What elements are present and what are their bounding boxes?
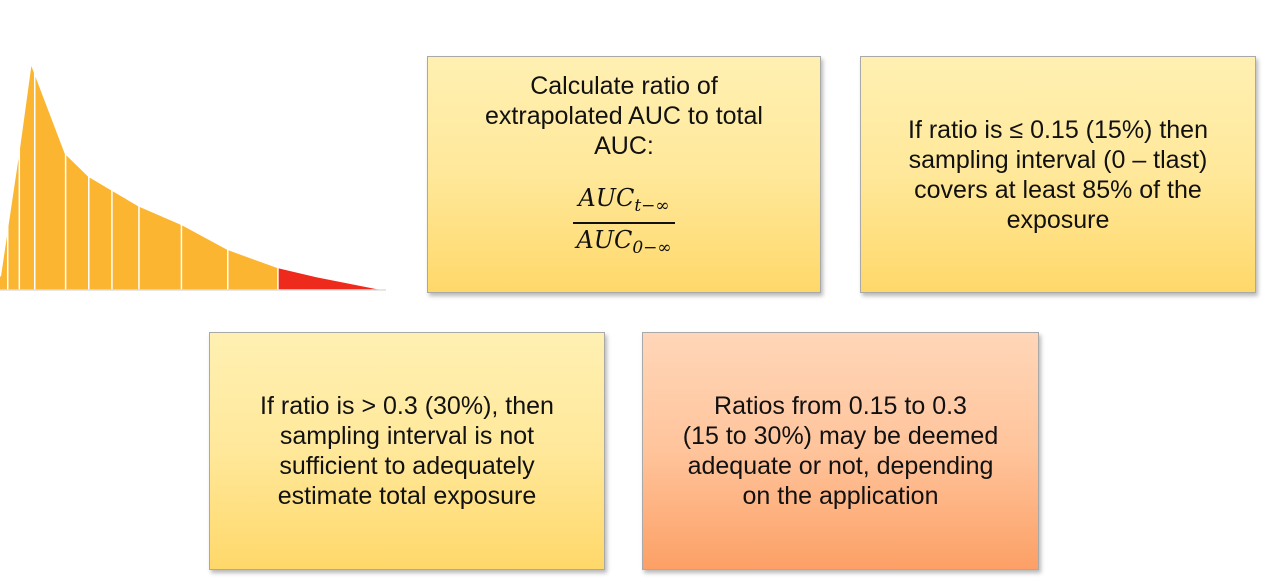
mid-line-2: (15 to 30%) may be deemed bbox=[682, 422, 999, 450]
ok-line-2: sampling interval (0 – tlast) bbox=[908, 145, 1208, 174]
curve-outline bbox=[0, 61, 387, 291]
auc-ratio-formula: AUCt−∞ AUC0−∞ bbox=[573, 183, 675, 263]
mid-line-3: adequate or not, depending bbox=[687, 452, 994, 480]
ok-line-1: If ratio is ≤ 0.15 (15%) then bbox=[908, 115, 1208, 144]
calc-line-1: Calculate ratio of bbox=[530, 72, 718, 100]
denominator-symbol: AUC bbox=[576, 225, 633, 254]
formula-numerator: AUCt−∞ bbox=[576, 183, 671, 221]
calc-line-2: extrapolated AUC to total bbox=[485, 102, 763, 130]
denominator-subscript: 0−∞ bbox=[632, 237, 672, 258]
observed-auc-area bbox=[0, 62, 278, 290]
adequate-coverage-box: If ratio is ≤ 0.15 (15%) then sampling i… bbox=[860, 56, 1256, 293]
intermediate-ratio-box: Ratios from 0.15 to 0.3 (15 to 30%) may … bbox=[642, 332, 1039, 570]
ok-line-3: covers at least 85% of the bbox=[914, 175, 1202, 204]
ok-line-4: exposure bbox=[1006, 205, 1110, 234]
insufficient-sampling-box: If ratio is > 0.3 (30%), then sampling i… bbox=[209, 332, 605, 570]
calculate-ratio-box: Calculate ratio of extrapolated AUC to t… bbox=[427, 56, 821, 293]
formula-denominator: AUC0−∞ bbox=[574, 225, 673, 263]
concentration-time-curve bbox=[0, 61, 387, 291]
bad-line-2: sampling interval is not bbox=[279, 422, 535, 450]
calc-line-3: AUC: bbox=[594, 132, 654, 160]
mid-line-4: on the application bbox=[742, 482, 939, 510]
bad-line-3: sufficient to adequately bbox=[279, 452, 535, 480]
numerator-symbol: AUC bbox=[578, 184, 635, 212]
mid-line-1: Ratios from 0.15 to 0.3 bbox=[714, 392, 967, 420]
extrapolated-auc-area bbox=[277, 267, 386, 290]
fraction-bar bbox=[573, 222, 675, 224]
bad-line-4: estimate total exposure bbox=[277, 482, 537, 510]
numerator-subscript: t−∞ bbox=[634, 196, 670, 216]
bad-line-1: If ratio is > 0.3 (30%), then bbox=[260, 392, 554, 420]
